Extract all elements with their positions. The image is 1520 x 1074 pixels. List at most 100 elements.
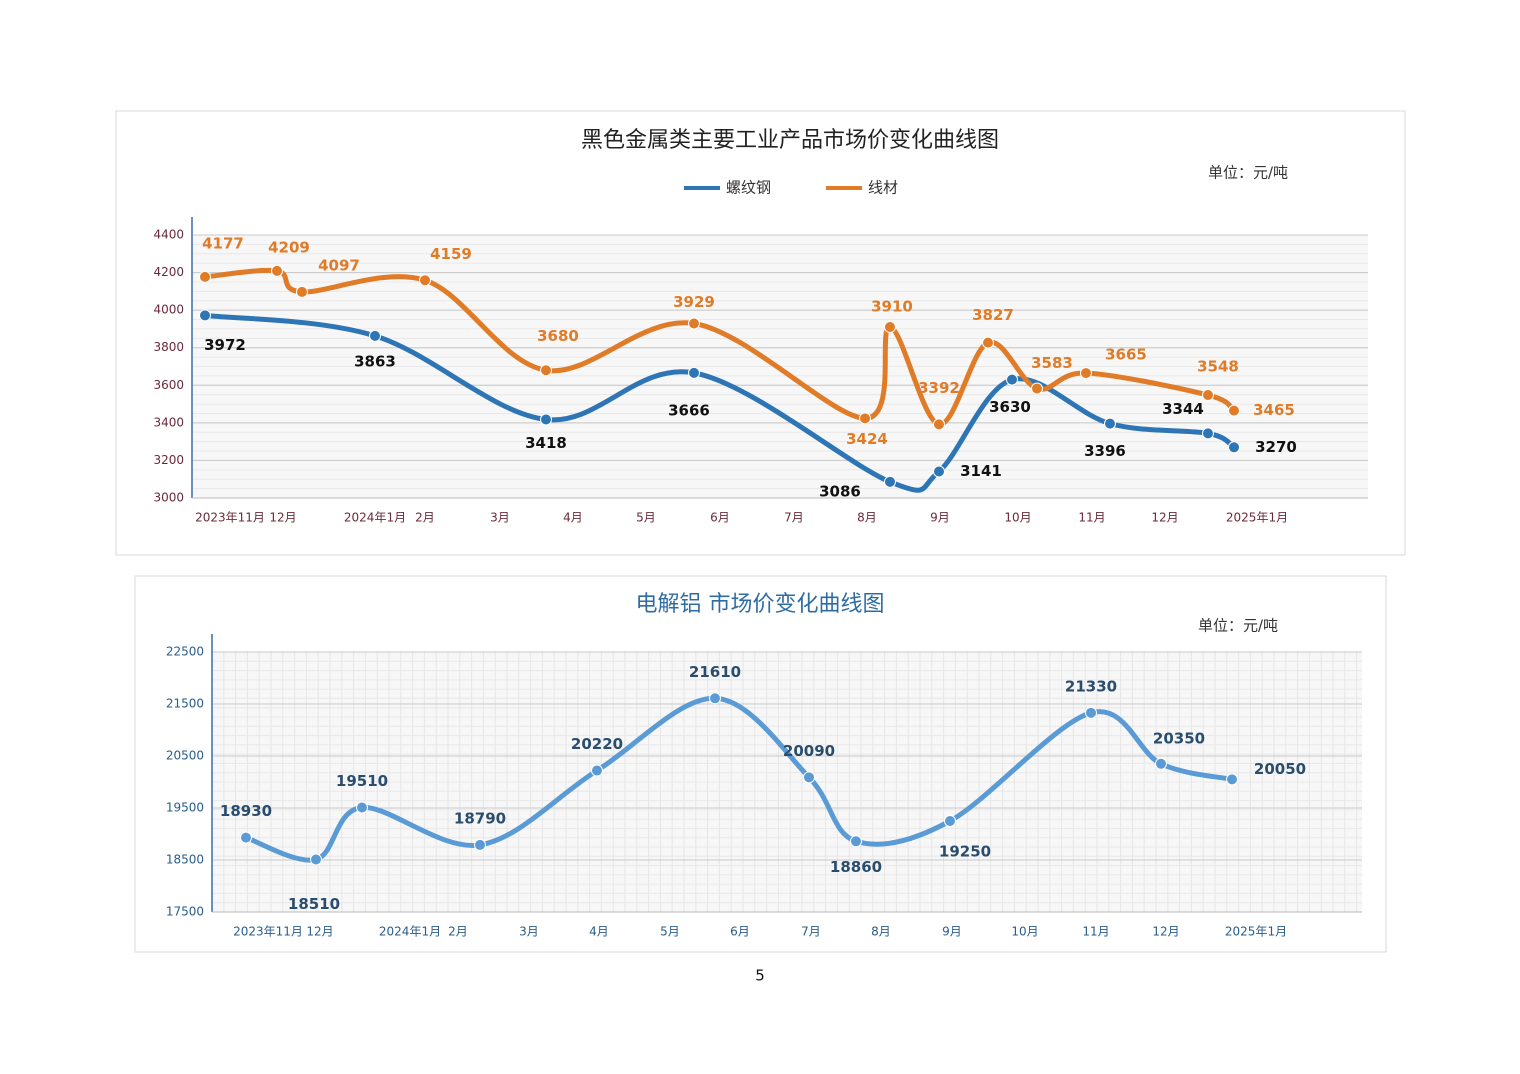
data-point — [1226, 773, 1238, 786]
x-tick-label: 6月 — [710, 511, 730, 525]
data-label: 20220 — [571, 735, 623, 753]
data-label: 20350 — [1153, 729, 1205, 747]
y-tick-label: 17500 — [166, 905, 204, 919]
data-point — [1202, 427, 1214, 440]
x-tick-label: 12月 — [1151, 511, 1178, 525]
data-point — [240, 831, 252, 844]
data-point — [803, 771, 815, 784]
data-point — [1031, 382, 1043, 395]
data-point — [296, 285, 308, 298]
x-tick-label: 8月 — [857, 511, 877, 525]
x-tick-label: 8月 — [871, 925, 891, 939]
data-label: 3418 — [525, 434, 567, 452]
data-point — [199, 309, 211, 322]
x-tick-label: 2025年1月 — [1225, 925, 1287, 939]
data-label: 3863 — [354, 352, 396, 370]
x-tick-label: 10月 — [1011, 925, 1038, 939]
data-point — [310, 853, 322, 866]
data-label: 3630 — [989, 398, 1031, 416]
y-tick-label: 22500 — [166, 645, 204, 659]
data-point — [271, 264, 283, 277]
data-point — [591, 764, 603, 777]
data-label: 20090 — [783, 742, 835, 760]
y-tick-label: 3800 — [153, 340, 184, 354]
data-point — [933, 465, 945, 478]
data-label: 19510 — [336, 772, 388, 790]
x-tick-label: 2024年1月 — [379, 925, 441, 939]
data-point — [1104, 417, 1116, 430]
x-tick-label: 2024年1月 — [344, 511, 406, 525]
data-label: 3086 — [819, 482, 861, 500]
data-label: 4159 — [430, 245, 472, 263]
data-label: 3680 — [537, 327, 579, 345]
data-point — [933, 418, 945, 431]
x-tick-label: 2月 — [415, 511, 435, 525]
x-tick-label: 12月 — [306, 925, 333, 939]
legend-label: 螺纹钢 — [726, 179, 771, 197]
data-label: 20050 — [1254, 760, 1306, 778]
data-point — [356, 801, 368, 814]
x-tick-label: 5月 — [660, 925, 680, 939]
data-label: 18860 — [830, 858, 882, 876]
data-label: 19250 — [939, 843, 991, 861]
data-label: 21610 — [689, 663, 741, 681]
x-tick-label: 4月 — [589, 925, 609, 939]
y-tick-label: 19500 — [166, 801, 204, 815]
data-point — [1202, 389, 1214, 402]
data-label: 3141 — [960, 462, 1002, 480]
x-tick-label: 4月 — [563, 511, 583, 525]
data-label: 18790 — [454, 809, 506, 827]
data-label: 4177 — [202, 234, 244, 252]
data-label: 3548 — [1197, 358, 1239, 376]
data-point — [859, 412, 871, 425]
data-point — [1155, 757, 1167, 770]
data-label: 3424 — [846, 430, 888, 448]
y-tick-label: 4000 — [153, 303, 184, 317]
data-point — [709, 692, 721, 705]
data-label: 3583 — [1031, 354, 1073, 372]
data-point — [199, 270, 211, 283]
data-point — [850, 835, 862, 848]
data-label: 4209 — [268, 238, 310, 256]
legend-label: 线材 — [868, 179, 898, 197]
data-point — [540, 364, 552, 377]
x-tick-label: 12月 — [1152, 925, 1179, 939]
y-tick-label: 4200 — [153, 265, 184, 279]
data-label: 3392 — [918, 379, 960, 397]
data-label: 18930 — [220, 802, 272, 820]
chart-title: 电解铝 市场价变化曲线图 — [636, 592, 885, 617]
x-tick-label: 7月 — [784, 511, 804, 525]
x-tick-label: 2月 — [448, 925, 468, 939]
x-tick-label: 9月 — [930, 511, 950, 525]
x-tick-label: 7月 — [801, 925, 821, 939]
data-point — [944, 815, 956, 827]
data-label: 3929 — [673, 293, 715, 311]
x-tick-label: 9月 — [942, 925, 962, 939]
data-label: 3666 — [668, 401, 710, 419]
x-tick-label: 11月 — [1082, 925, 1109, 939]
x-tick-label: 2023年11月 — [233, 925, 303, 939]
data-label: 3910 — [871, 298, 913, 316]
data-point — [419, 274, 431, 287]
y-tick-label: 3600 — [153, 378, 184, 392]
x-tick-label: 2025年1月 — [1226, 511, 1288, 525]
data-label: 3665 — [1105, 346, 1147, 364]
data-point — [369, 329, 381, 342]
data-point — [540, 413, 552, 426]
y-tick-label: 3000 — [153, 491, 184, 505]
series-line — [202, 267, 1237, 427]
data-point — [1228, 404, 1240, 417]
data-label: 3344 — [1162, 400, 1204, 418]
data-point — [884, 475, 896, 488]
data-label: 3827 — [972, 306, 1014, 324]
data-point — [688, 317, 700, 330]
data-label: 3270 — [1255, 438, 1297, 456]
data-point — [1080, 367, 1092, 380]
data-label: 18510 — [288, 895, 340, 913]
y-tick-label: 3200 — [153, 453, 184, 467]
chart-title: 黑色金属类主要工业产品市场价变化曲线图 — [581, 128, 999, 153]
y-tick-label: 3400 — [153, 415, 184, 429]
data-label: 3465 — [1253, 401, 1295, 419]
